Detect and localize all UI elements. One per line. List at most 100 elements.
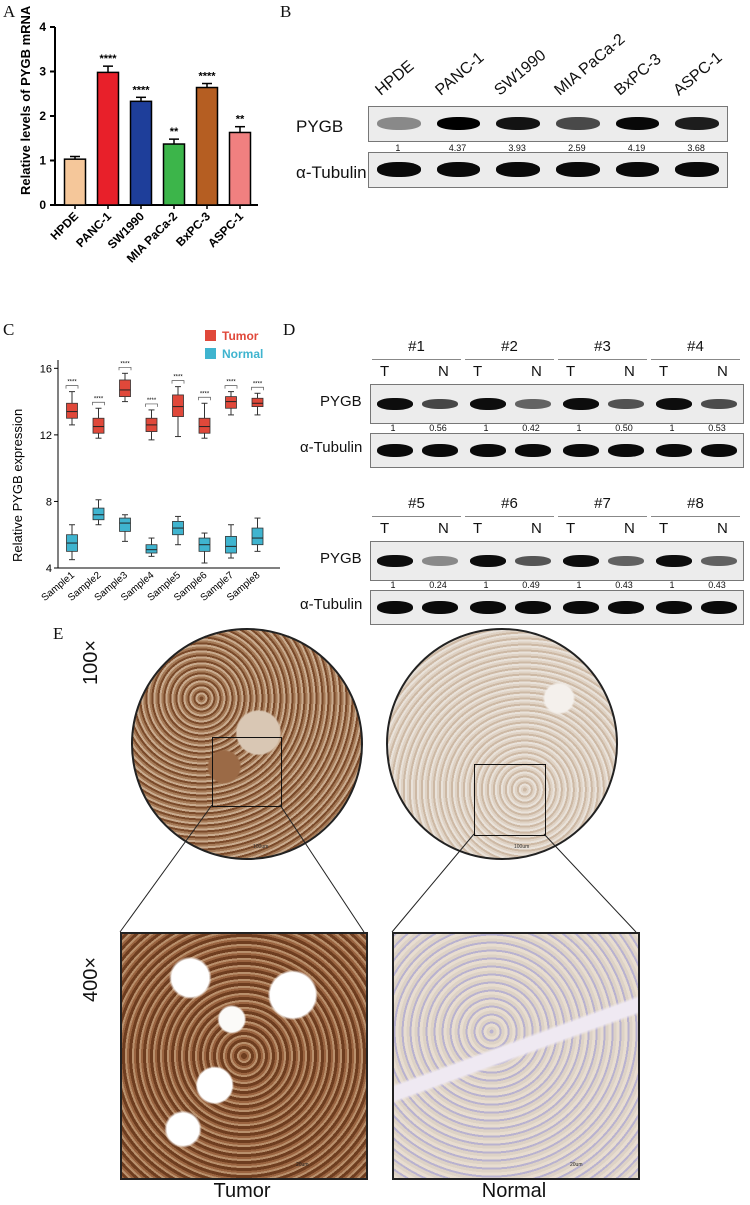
blot-d-target-label: PYGB	[320, 550, 362, 567]
blot-d-n-label: N	[717, 363, 728, 380]
blot-d-pair-label: #3	[594, 338, 611, 355]
blot-b-loading-label: α-Tubulin	[296, 163, 367, 182]
significance-bracket	[92, 401, 105, 406]
blot-d-n-quant: 0.49	[522, 580, 540, 590]
blot-d-pair-label: #6	[501, 495, 518, 512]
box	[172, 394, 184, 417]
scale-bar-low-tumor: 100um	[253, 844, 269, 850]
blot-band	[514, 601, 551, 614]
y-tick-label: 4	[46, 563, 52, 575]
box	[225, 396, 237, 409]
blot-d-t-quant: 1	[390, 580, 396, 590]
blot-d-pair-label: #4	[687, 338, 704, 355]
blot-d-pair-label: #2	[501, 338, 518, 355]
significance-label: **	[236, 114, 245, 126]
blot-d-n-quant: 0.43	[615, 580, 633, 590]
scale-bar-high-normal: 20um	[570, 1162, 583, 1168]
significance-bracket	[224, 385, 238, 389]
blot-d-n-quant: 0.56	[429, 423, 447, 433]
box	[92, 417, 105, 434]
blot-d-pair-label: #8	[687, 495, 704, 512]
blot-band	[656, 555, 692, 567]
significance-label: ****	[132, 84, 150, 96]
blot-d-t-quant: 1	[576, 580, 582, 590]
blot-d-pygb-strip	[370, 541, 744, 581]
scale-bar-low-normal: 100um	[514, 844, 530, 850]
blot-d-t-label: T	[659, 363, 669, 380]
blot-band	[700, 601, 737, 614]
blot-d-t-quant: 1	[390, 423, 396, 433]
blot-b-quant: 4.37	[448, 143, 467, 153]
significance-label: ****	[120, 361, 130, 367]
blot-band	[556, 162, 600, 177]
significance-label: ****	[147, 398, 157, 404]
blot-d-pygb-strip	[370, 384, 744, 424]
legend-label: Normal	[222, 347, 263, 361]
blot-band	[563, 444, 599, 457]
tumor-caption: Tumor	[213, 1180, 271, 1202]
blot-band	[421, 444, 458, 457]
bar-chart-ylabel: Relative levels of PYGB mRNA	[18, 5, 33, 195]
blot-band	[675, 162, 719, 177]
blot-band	[563, 555, 599, 567]
blot-d-n-label: N	[624, 363, 635, 380]
blot-band	[607, 444, 644, 457]
blot-band	[421, 601, 458, 614]
box	[225, 535, 237, 554]
y-tick-label: 12	[40, 430, 52, 442]
blot-b-quant: 3.93	[508, 143, 526, 153]
blot-band	[377, 398, 413, 410]
box	[198, 417, 211, 434]
significance-bracket	[171, 380, 185, 384]
blot-band	[436, 162, 481, 177]
bar-chart-pygb-mrna: Relative levels of PYGB mRNA 01234HPDE**…	[18, 5, 258, 265]
blot-band	[656, 601, 692, 614]
significance-label: **	[170, 126, 179, 138]
blot-d-pair-rule	[372, 516, 461, 517]
blot-d-n-quant: 0.24	[429, 580, 447, 590]
blot-d-pair-label: #7	[594, 495, 611, 512]
blot-band	[656, 444, 692, 457]
blot-band	[514, 399, 551, 409]
blot-d-n-label: N	[438, 520, 449, 537]
blot-d-n-quant: 0.42	[522, 423, 540, 433]
blot-d-pair-label: #5	[408, 495, 425, 512]
blot-d-t-quant: 1	[576, 423, 582, 433]
box	[119, 379, 131, 398]
blot-b-tubulin-strip	[368, 152, 728, 188]
significance-bracket	[65, 385, 79, 389]
y-tick-label: 0	[39, 198, 46, 212]
blot-band	[700, 556, 737, 566]
blot-band	[421, 556, 458, 566]
blot-band	[675, 117, 719, 130]
blot-band	[607, 601, 644, 614]
box	[251, 397, 264, 407]
blot-d-t-quant: 1	[483, 580, 489, 590]
blot-b-pygb-strip	[368, 106, 728, 142]
blot-band	[470, 601, 506, 614]
blot-d-t-quant: 1	[483, 423, 489, 433]
blot-d-t-label: T	[566, 363, 576, 380]
significance-bracket	[118, 366, 132, 371]
blot-d-tubulin-strip	[370, 433, 744, 468]
blot-b-quant: 3.68	[687, 143, 705, 153]
box	[92, 507, 105, 521]
significance-label: ****	[226, 380, 236, 386]
blot-d-loading-label: α-Tubulin	[300, 596, 363, 613]
normal-400x-image: 20um	[392, 932, 640, 1180]
panel-label-b: B	[280, 2, 292, 21]
blot-band	[470, 555, 506, 567]
blot-band	[656, 398, 692, 410]
blot-d-pair-label: #1	[408, 338, 425, 355]
blot-band	[377, 555, 413, 567]
blot-b-target-label: PYGB	[296, 117, 344, 136]
blot-d-t-label: T	[473, 363, 483, 380]
blot-d-pair-rule	[465, 359, 554, 360]
blot-d-n-label: N	[438, 363, 449, 380]
y-tick-label: 3	[39, 65, 46, 79]
blot-d-n-quant: 0.50	[615, 423, 633, 433]
blot-band	[615, 162, 660, 177]
significance-bracket	[145, 403, 158, 407]
blot-band	[615, 117, 660, 130]
box	[145, 544, 158, 554]
